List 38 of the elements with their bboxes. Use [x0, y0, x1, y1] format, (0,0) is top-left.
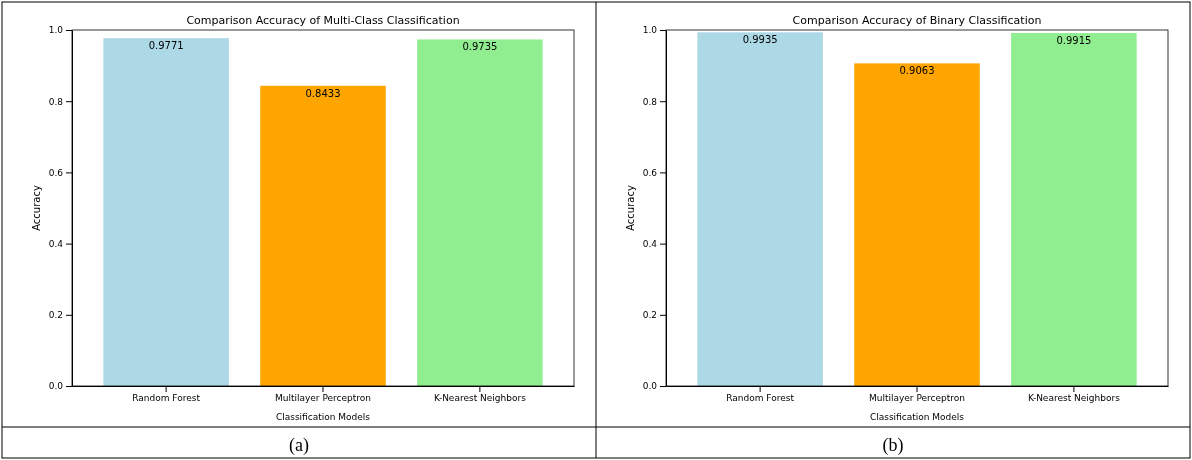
x-tick-label: Multilayer Perceptron	[274, 393, 372, 404]
chart-title: Comparison Accuracy of Binary Classification	[792, 14, 1042, 27]
y-tick-label: 0.4	[642, 238, 658, 249]
bar	[103, 38, 229, 386]
text: (a)	[289, 435, 309, 456]
y-tick-label: 0.4	[48, 238, 64, 249]
y-tick-label: 0.0	[48, 381, 64, 392]
text: (b)	[882, 435, 904, 456]
bar	[697, 32, 823, 386]
bar	[260, 85, 386, 386]
x-tick-label: Random Forest	[132, 393, 201, 404]
y-tick-label: 1.0	[642, 25, 658, 36]
y-axis-title: Accuracy	[31, 185, 42, 231]
bar	[1011, 33, 1137, 386]
x-axis-title: Classification Models	[275, 412, 371, 422]
data-label: 0.9063	[899, 65, 935, 77]
y-axis-title: Accuracy	[625, 185, 636, 231]
x-tick-label: Random Forest	[726, 393, 795, 404]
y-tick-label: 0.8	[642, 96, 658, 107]
bar	[854, 63, 980, 386]
x-tick-label: K-Nearest Neighbors	[433, 393, 527, 404]
y-tick-label: 0.8	[48, 96, 64, 107]
x-axis-title: Classification Models	[869, 412, 965, 422]
y-tick-label: 0.2	[642, 310, 657, 321]
chart-title: Comparison Accuracy of Multi-Class Classification	[186, 14, 460, 27]
bar	[417, 39, 543, 386]
x-tick-label: Multilayer Perceptron	[868, 393, 966, 404]
y-tick-label: 0.6	[642, 167, 658, 178]
data-label: 0.8433	[305, 87, 341, 99]
x-tick-label: K-Nearest Neighbors	[1027, 393, 1121, 404]
y-tick-label: 1.0	[48, 25, 64, 36]
data-label: 0.9771	[148, 40, 184, 52]
y-tick-label: 0.0	[642, 381, 658, 392]
y-tick-label: 0.2	[48, 310, 63, 321]
data-label: 0.9735	[462, 41, 498, 53]
data-label: 0.9915	[1056, 35, 1092, 47]
data-label: 0.9935	[742, 34, 778, 46]
y-tick-label: 0.6	[48, 167, 64, 178]
